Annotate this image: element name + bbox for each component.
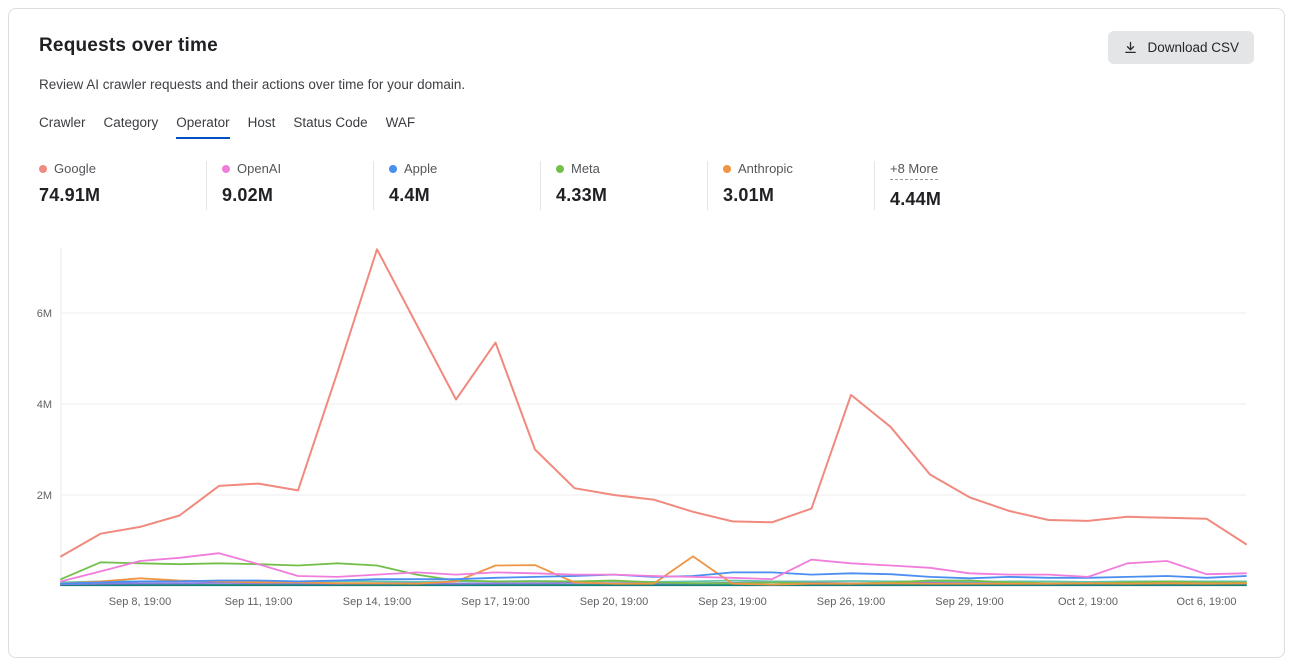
stat-label-anthropic: Anthropic bbox=[738, 161, 793, 176]
line-chart-svg[interactable]: 2M 4M 6M Sep 8, 19:00 Sep 11, 19:00 Sep 14, 1… bbox=[31, 246, 1264, 618]
legend-dot-google bbox=[39, 164, 47, 173]
download-csv-button[interactable]: Download CSV bbox=[1108, 31, 1254, 64]
x-tick-sep-11-19-00: Sep 11, 19:00 bbox=[225, 596, 293, 608]
tab-category[interactable]: Category bbox=[103, 115, 159, 130]
legend-dot-apple bbox=[389, 164, 397, 173]
stat-apple[interactable]: Apple 4.4M bbox=[373, 161, 540, 210]
x-tick-oct-6-19-00: Oct 6, 19:00 bbox=[1177, 596, 1237, 608]
stat-label-meta: Meta bbox=[571, 161, 600, 176]
page-title: Requests over time bbox=[39, 35, 218, 56]
stat-meta[interactable]: Meta 4.33M bbox=[540, 161, 707, 210]
stat-8-more[interactable]: +8 More 4.44M bbox=[874, 161, 1041, 210]
tab-status-code[interactable]: Status Code bbox=[293, 115, 368, 130]
download-csv-label: Download CSV bbox=[1147, 40, 1239, 55]
series-line-anthropic bbox=[60, 555, 1247, 586]
download-icon bbox=[1123, 40, 1138, 55]
y-tick-6m: 6M bbox=[37, 308, 52, 320]
stat-value-google: 74.91M bbox=[39, 185, 101, 205]
stat-value-openai: 9.02M bbox=[222, 185, 274, 205]
stat-label-8-more[interactable]: +8 More bbox=[890, 161, 939, 180]
y-tick-2m: 2M bbox=[37, 490, 52, 502]
tab-waf[interactable]: WAF bbox=[385, 115, 416, 130]
x-tick-sep-26-19-00: Sep 26, 19:00 bbox=[817, 596, 886, 608]
stat-label-google: Google bbox=[54, 161, 96, 176]
x-tick-sep-29-19-00: Sep 29, 19:00 bbox=[935, 596, 1004, 608]
x-tick-sep-14-19-00: Sep 14, 19:00 bbox=[343, 596, 412, 608]
stat-google[interactable]: Google 74.91M bbox=[39, 161, 206, 210]
x-tick-sep-17-19-00: Sep 17, 19:00 bbox=[461, 596, 530, 608]
legend-dot-anthropic bbox=[723, 164, 731, 173]
legend-dot-openai bbox=[222, 164, 230, 173]
stat-value-meta: 4.33M bbox=[556, 185, 608, 205]
stat-value-apple: 4.4M bbox=[389, 185, 430, 205]
tab-operator[interactable]: Operator bbox=[176, 115, 230, 139]
stats-row: Google 74.91M OpenAI 9.02M Apple 4.4M Meta 4.33… bbox=[39, 161, 1254, 210]
stat-value-8-more: 4.44M bbox=[890, 189, 942, 209]
x-tick-oct-2-19-00: Oct 2, 19:00 bbox=[1058, 596, 1118, 608]
tab-crawler[interactable]: Crawler bbox=[39, 115, 86, 130]
stat-value-anthropic: 3.01M bbox=[723, 185, 775, 205]
x-tick-sep-8-19-00: Sep 8, 19:00 bbox=[109, 596, 171, 608]
stat-label-openai: OpenAI bbox=[237, 161, 282, 176]
card-header: Requests over time Download CSV bbox=[39, 31, 1254, 64]
tab-host[interactable]: Host bbox=[247, 115, 276, 130]
x-tick-sep-23-19-00: Sep 23, 19:00 bbox=[698, 596, 767, 608]
legend-dot-meta bbox=[556, 164, 564, 173]
series-line-openai bbox=[60, 552, 1247, 583]
requests-chart[interactable]: 2M 4M 6M Sep 8, 19:00 Sep 11, 19:00 Sep 14, 1… bbox=[31, 246, 1254, 623]
series-line-google bbox=[60, 248, 1247, 558]
y-tick-4m: 4M bbox=[37, 399, 52, 411]
stat-openai[interactable]: OpenAI 9.02M bbox=[206, 161, 373, 210]
card-subtitle: Review AI crawler requests and their act… bbox=[39, 77, 466, 92]
stat-label-apple: Apple bbox=[404, 161, 438, 176]
requests-over-time-card: Requests over time Download CSV Review A… bbox=[8, 8, 1285, 658]
stat-anthropic[interactable]: Anthropic 3.01M bbox=[707, 161, 874, 210]
tabs-row: Crawler Category Operator Host Status Code WA… bbox=[39, 115, 1254, 139]
x-tick-sep-20-19-00: Sep 20, 19:00 bbox=[580, 596, 649, 608]
